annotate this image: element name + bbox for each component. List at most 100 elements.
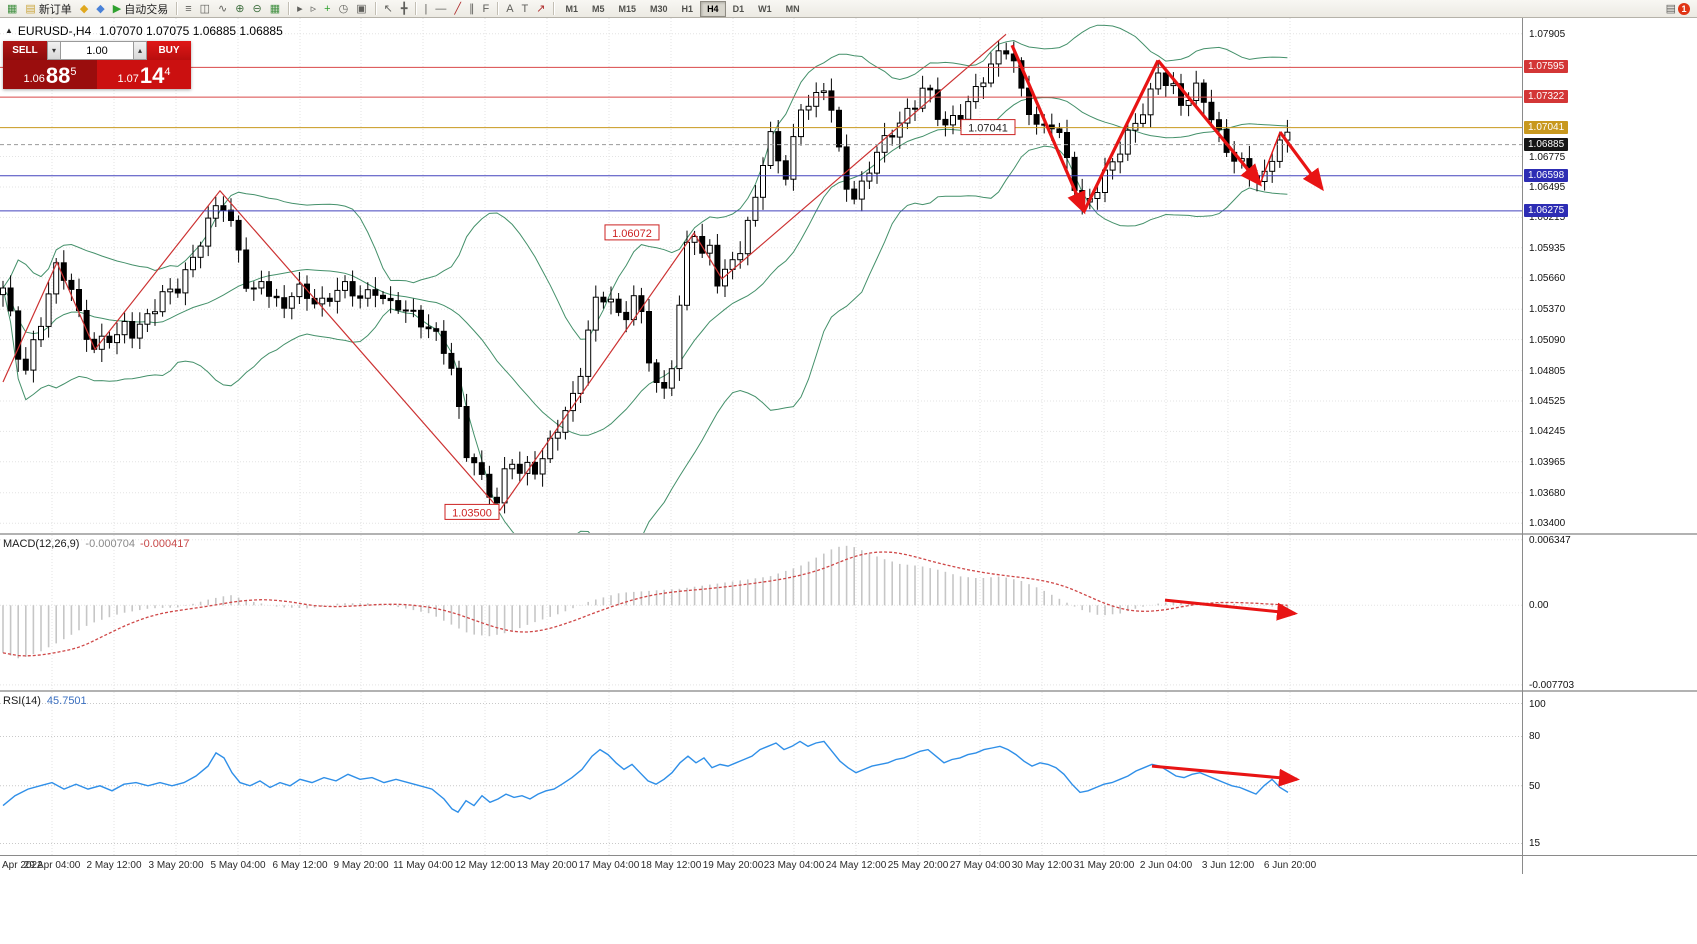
notifications-icon: ▤ (1665, 2, 1676, 15)
cursor-button[interactable]: ↖ (381, 1, 396, 17)
horizontal-level-lines (0, 66, 1522, 212)
price-tick-label: 1.05090 (1529, 335, 1566, 346)
price-tick-label: 1.03965 (1529, 457, 1566, 468)
notification-count-badge: 1 (1678, 2, 1690, 15)
macd-chart (0, 535, 1522, 690)
sell-price-pips: 88 (45, 63, 71, 88)
timeframe-m15-button[interactable]: M15 (618, 3, 637, 14)
trade-widget-prices: 1.06 88 5 1.07 14 4 (3, 60, 191, 89)
sell-button[interactable]: SELL (3, 41, 47, 60)
cursor-icon: ↖ (383, 2, 393, 15)
periods-button[interactable]: ◷ (336, 1, 352, 17)
autoscroll-button[interactable]: ▸ (294, 1, 306, 17)
toolbar-separator (374, 2, 376, 15)
one-click-toggle-icon[interactable]: ▲ (5, 26, 13, 35)
time-tick-label: 17 May 04:00 (578, 860, 640, 871)
price-tick-label: 1.06215 (1529, 212, 1566, 223)
bars-chart-button[interactable]: ≡ (182, 1, 194, 17)
timeframe-m5-button[interactable]: M5 (592, 3, 605, 14)
time-tick-label: 24 May 12:00 (825, 860, 887, 871)
notifications-button[interactable]: ▤ 1 (1663, 1, 1693, 17)
trend-arrows (1010, 44, 1324, 215)
chart-window-icon: ▦ (4, 1, 20, 17)
metaeditor-icon[interactable]: ◆ (77, 1, 91, 17)
sell-price-button[interactable]: 1.06 88 5 (3, 60, 97, 89)
main-chart-panel[interactable]: 1.07041 1.06072 1.03500 ▲ EURUSD-,H4 1.07070… (0, 18, 1697, 533)
macd-grid (0, 535, 1522, 690)
buy-button[interactable]: BUY (147, 41, 191, 60)
channel-button[interactable]: ∥ (466, 1, 478, 17)
autotrading-button[interactable]: ▶ 自动交易 (110, 1, 171, 17)
new-order-button[interactable]: ▤ 新订单 (22, 1, 74, 17)
market-icon[interactable]: ◆ (93, 1, 107, 17)
crosshair-button[interactable]: ╋ (398, 1, 411, 17)
indicators-icon: + (324, 2, 331, 15)
rsi-indicator-panel[interactable]: RSI(14) 45.7501 (0, 690, 1697, 855)
macd-axis-label: 0.00 (1529, 600, 1549, 611)
macd-axis-label: 0.006347 (1529, 535, 1571, 546)
autoscroll-icon: ▸ (297, 2, 303, 15)
tile-windows-button[interactable]: ▦ (267, 1, 283, 17)
zigzag-line (2, 33, 1007, 512)
horizontal-line-button[interactable]: ― (432, 1, 449, 17)
svg-text:1.07041: 1.07041 (968, 123, 1008, 135)
chart-ohlc-values: 1.07070 1.07075 1.06885 1.06885 (99, 24, 283, 38)
timeframe-w1-button[interactable]: W1 (758, 3, 772, 14)
time-tick-label: 2 May 12:00 (86, 860, 142, 871)
macd-main-value: -0.000704 (85, 538, 135, 550)
candlestick-chart-button[interactable]: ◫ (197, 1, 213, 17)
toolbar-separator (553, 2, 555, 15)
fibonacci-icon: F (482, 2, 490, 15)
toolbar: ▦ ▤ 新订单 ◆ ◆ ▶ 自动交易 ≡ ◫ ∿ ⊕ ⊖ ▦ ▸ ▹ + ◷ ▣ ↖ ╋ | ― ╱ ∥ F A T ↗ M1 M5 M15… (0, 0, 1697, 18)
time-tick-label: 12 May 12:00 (454, 860, 516, 871)
horizontal-line-icon: ― (435, 2, 447, 15)
zoom-in-icon: ⊕ (235, 2, 245, 15)
arrows-button[interactable]: ↗ (533, 1, 548, 17)
candlestick-chart-icon: ◫ (199, 2, 211, 15)
autotrading-button-label: 自动交易 (124, 3, 169, 16)
text-button[interactable]: A (503, 1, 516, 17)
rsi-axis-label: 100 (1529, 699, 1546, 710)
fibonacci-button[interactable]: F (479, 1, 492, 17)
line-chart-button[interactable]: ∿ (215, 1, 230, 17)
time-axis[interactable]: Apr 2022 29 Apr 04:00 2 May 12:00 3 May 20:… (0, 855, 1697, 874)
rsi-grid (0, 692, 1522, 855)
chart-window-icon-icon: ▦ (7, 2, 18, 15)
buy-price-pips: 14 (139, 63, 165, 88)
vertical-line-icon: | (424, 2, 428, 15)
chart-shift-icon: ▹ (310, 2, 317, 15)
timeframe-h4-button[interactable]: H4 (700, 0, 726, 17)
rsi-trend-arrow (1151, 764, 1300, 787)
volume-up-button[interactable]: ▴ (133, 41, 147, 60)
bars-chart-icon: ≡ (185, 2, 192, 15)
chart-shift-button[interactable]: ▹ (308, 1, 320, 17)
timeframe-h1-button[interactable]: H1 (681, 3, 694, 14)
timeframe-mn-button[interactable]: MN (785, 3, 800, 14)
buy-price-button[interactable]: 1.07 14 4 (97, 60, 191, 89)
zoom-in-button[interactable]: ⊕ (232, 1, 247, 17)
volume-down-button[interactable]: ▾ (47, 41, 61, 60)
macd-indicator-panel[interactable]: MACD(12,26,9) -0.000704 -0.000417 (0, 533, 1697, 690)
toolbar-separator (497, 2, 499, 15)
candlestick-chart[interactable]: 1.07041 1.06072 1.03500 (0, 18, 1522, 533)
rsi-axis-label: 80 (1529, 731, 1541, 742)
label-button[interactable]: T (519, 1, 532, 17)
macd-trend-arrow (1164, 598, 1298, 621)
volume-input[interactable] (61, 41, 133, 60)
channel-icon: ∥ (468, 2, 475, 15)
time-tick-label: 31 May 20:00 (1073, 860, 1135, 871)
timeframe-m1-button[interactable]: M1 (565, 3, 578, 14)
timeframe-m30-button[interactable]: M30 (650, 3, 668, 14)
periods-icon: ◷ (338, 2, 349, 15)
price-axis[interactable]: 1.07905 1.06775 1.06495 1.06215 1.05935 1.056… (1522, 18, 1697, 874)
trendline-button[interactable]: ╱ (451, 1, 464, 17)
timeframe-d1-button[interactable]: D1 (732, 3, 745, 14)
metaeditor-icon-icon: ◆ (79, 2, 89, 15)
macd-name: MACD(12,26,9) (3, 538, 80, 550)
time-tick-label: 11 May 04:00 (393, 860, 453, 871)
indicators-button[interactable]: + (321, 1, 333, 17)
vertical-line-button[interactable]: | (421, 1, 430, 17)
arrows-icon: ↗ (536, 2, 546, 15)
templates-button[interactable]: ▣ (353, 1, 369, 17)
zoom-out-button[interactable]: ⊖ (249, 1, 264, 17)
